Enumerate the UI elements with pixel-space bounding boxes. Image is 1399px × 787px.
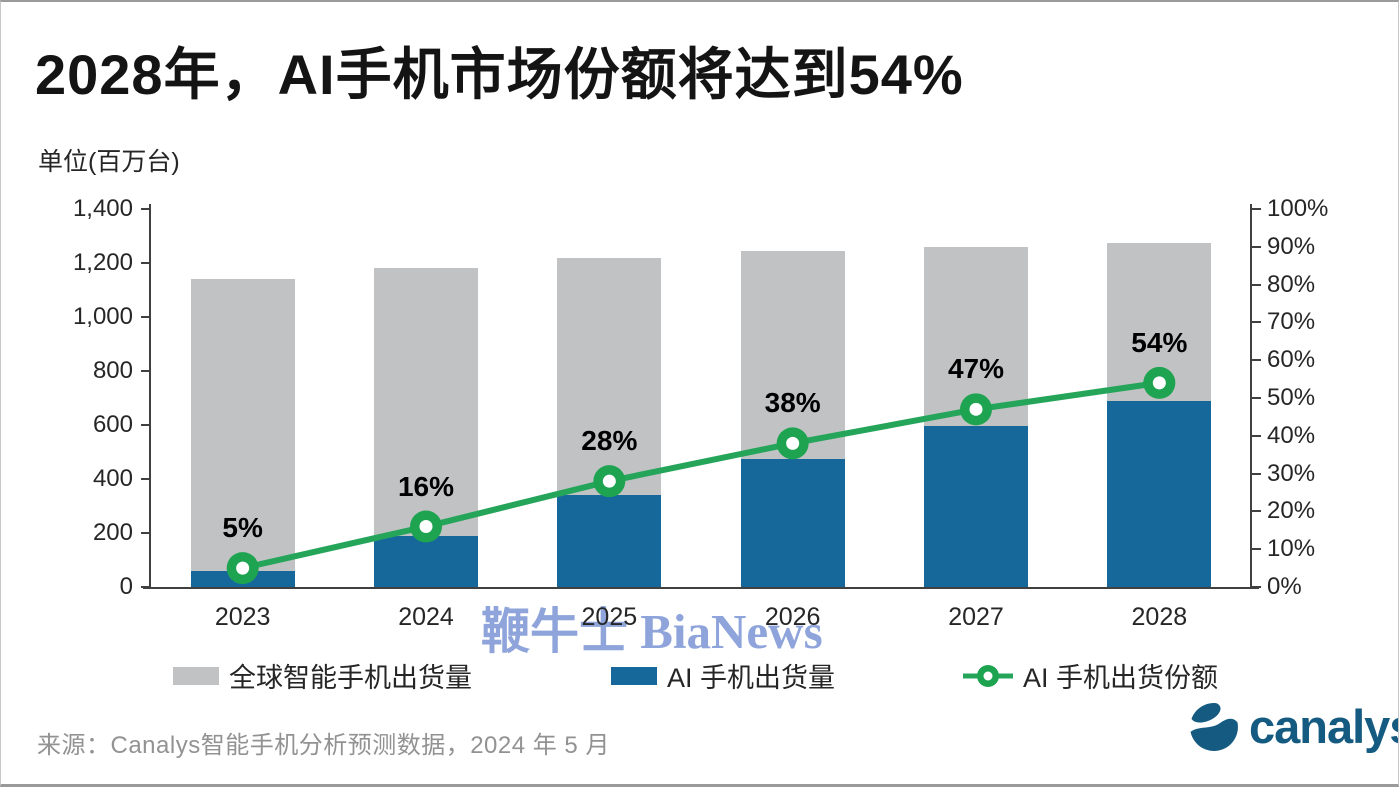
y-axis-right-tick-label: 90% (1267, 232, 1316, 260)
legend-item-global-shipments: 全球智能手机出货量 (173, 656, 472, 695)
y-axis-right (1250, 204, 1252, 587)
y-axis-right-tick-label: 60% (1267, 346, 1316, 374)
y-axis-left-tick-label: 0 (119, 573, 133, 600)
y-axis-left-tick (141, 262, 150, 264)
share-value-label-2028: 54% (1131, 326, 1188, 358)
legend-swatch-global-icon (173, 666, 219, 685)
bar-ai-2026 (740, 458, 845, 587)
share-value-label-2026: 38% (764, 387, 821, 419)
share-value-label-2023: 5% (222, 512, 263, 544)
y-axis-left-tick (141, 316, 150, 318)
y-axis-left-tick-label: 1,000 (72, 303, 133, 330)
y-axis-right-tick (1252, 321, 1261, 324)
legend-label-global: 全球智能手机出货量 (229, 663, 472, 693)
legend-line-marker-icon (963, 664, 1013, 687)
x-axis-label-2024: 2024 (398, 603, 454, 631)
x-axis-label-2025: 2025 (581, 603, 638, 631)
y-axis-left-tick-label: 600 (92, 411, 133, 438)
watermark: 鞭牛士 BiaNews (481, 604, 823, 659)
y-axis-left (149, 204, 151, 587)
y-axis-right-tick-label: 50% (1267, 384, 1316, 411)
y-axis-right-tick (1252, 359, 1261, 362)
y-axis-left-tick (141, 478, 150, 480)
x-axis-label-2028: 2028 (1131, 603, 1188, 631)
y-axis-left-tick (141, 370, 150, 372)
x-axis-label-2026: 2026 (764, 603, 821, 631)
legend-label-ai: AI 手机出货量 (667, 663, 836, 693)
y-axis-right-tick-label: 20% (1267, 497, 1316, 525)
y-axis-right-tick-label: 100% (1267, 195, 1329, 222)
x-axis-label-2027: 2027 (948, 603, 1004, 631)
y-axis-right-tick (1252, 434, 1261, 437)
y-axis-left-tick (141, 424, 150, 426)
share-value-label-2024: 16% (397, 470, 455, 502)
canalys-logo-icon (1190, 703, 1238, 751)
y-axis-right-tick-label: 0% (1267, 573, 1302, 600)
y-axis-right-tick (1252, 586, 1261, 588)
y-axis-right-tick-label: 40% (1267, 421, 1316, 449)
legend-label-share: AI 手机出货份额 (1023, 663, 1219, 693)
y-axis-right-tick (1252, 283, 1261, 286)
x-axis-label-2023: 2023 (214, 603, 271, 631)
bar-ai-2025 (557, 495, 662, 587)
y-axis-right-tick (1252, 548, 1261, 551)
y-axis-right-tick-label: 10% (1267, 535, 1316, 563)
legend-item-ai-shipments: AI 手机出货量 (611, 656, 835, 695)
y-axis-left-tick (141, 586, 150, 588)
y-axis-left-tick-label: 800 (92, 357, 133, 384)
bar-ai-2027 (924, 426, 1028, 587)
legend-swatch-ai-icon (611, 666, 657, 685)
legend-item-ai-share: AI 手机出货份额 (963, 656, 1218, 695)
y-axis-left-tick-label: 1,400 (72, 195, 133, 222)
share-value-label-2027: 47% (947, 353, 1005, 385)
y-axis-left-tick (141, 208, 150, 210)
bar-ai-2024 (374, 535, 478, 587)
bar-ai-2023 (190, 570, 295, 587)
y-axis-right-tick (1252, 472, 1261, 475)
y-axis-right-tick (1252, 208, 1261, 210)
source-note: 来源：Canalys智能手机分析预测数据，2024 年 5 月 (37, 732, 610, 759)
bar-ai-2028 (1107, 400, 1212, 587)
y-axis-right-tick (1252, 510, 1261, 513)
y-axis-right-tick-label: 80% (1267, 270, 1316, 298)
page-title: 2028年，AI手机市场份额将达到54% (35, 43, 964, 106)
canalys-logo: canalys (1189, 700, 1399, 753)
y-axis-right-tick (1252, 245, 1261, 248)
y-axis-left-tick (141, 532, 150, 534)
y-axis-left-tick-label: 200 (92, 519, 133, 546)
x-axis (143, 587, 1259, 589)
y-axis-left-tick-label: 400 (92, 465, 133, 492)
y-axis-right-tick-label: 30% (1267, 459, 1316, 487)
canalys-logo-text: canalys (1249, 700, 1399, 753)
unit-label: 单位(百万台) (38, 148, 180, 176)
y-axis-right-tick-label: 70% (1267, 308, 1316, 336)
y-axis-left-tick-label: 1,200 (72, 249, 133, 276)
y-axis-right-tick (1252, 397, 1261, 399)
share-value-label-2025: 28% (581, 425, 638, 457)
